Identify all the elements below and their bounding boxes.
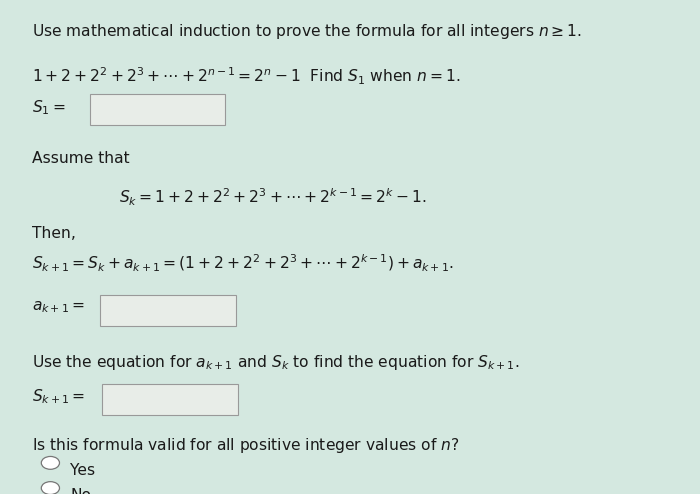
FancyBboxPatch shape bbox=[102, 384, 238, 415]
Text: $1 + 2 + 2^2 + 2^3 + \cdots + 2^{n-1} = 2^n - 1$  Find $S_1$ when $n = 1$.: $1 + 2 + 2^2 + 2^3 + \cdots + 2^{n-1} = … bbox=[32, 65, 460, 86]
Text: $S_1 =$: $S_1 =$ bbox=[32, 98, 65, 117]
Circle shape bbox=[41, 456, 60, 469]
Text: $S_{k+1} =$: $S_{k+1} =$ bbox=[32, 388, 85, 407]
Text: No: No bbox=[70, 488, 91, 494]
Text: $a_{k+1} =$: $a_{k+1} =$ bbox=[32, 299, 84, 315]
Text: $S_{k+1} = S_k + a_{k+1} = (1 + 2 + 2^2 + 2^3 + \cdots + 2^{k-1}) + a_{k+1}.$: $S_{k+1} = S_k + a_{k+1} = (1 + 2 + 2^2 … bbox=[32, 253, 454, 274]
FancyBboxPatch shape bbox=[90, 94, 225, 125]
Text: $S_k = 1 + 2 + 2^2 + 2^3 + \cdots + 2^{k-1} = 2^k - 1.$: $S_k = 1 + 2 + 2^2 + 2^3 + \cdots + 2^{k… bbox=[119, 187, 426, 208]
FancyBboxPatch shape bbox=[100, 295, 236, 326]
Text: Yes: Yes bbox=[70, 463, 95, 478]
Text: Then,: Then, bbox=[32, 226, 76, 241]
Text: Is this formula valid for all positive integer values of $n$?: Is this formula valid for all positive i… bbox=[32, 436, 459, 454]
Text: Use the equation for $a_{k+1}$ and $S_k$ to find the equation for $S_{k+1}.$: Use the equation for $a_{k+1}$ and $S_k$… bbox=[32, 353, 519, 372]
Circle shape bbox=[41, 482, 60, 494]
Text: Assume that: Assume that bbox=[32, 151, 129, 165]
Text: Use mathematical induction to prove the formula for all integers $n \geq 1$.: Use mathematical induction to prove the … bbox=[32, 22, 582, 41]
